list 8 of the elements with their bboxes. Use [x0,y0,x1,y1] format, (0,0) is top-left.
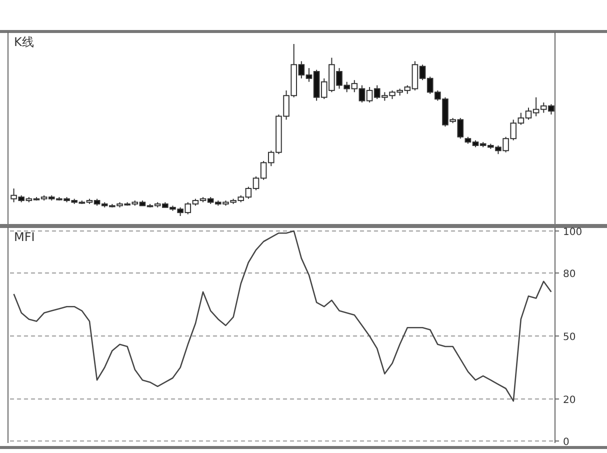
line-series [13,230,552,402]
y-tick-label: 50 [563,332,576,343]
y-tick-label: 80 [563,269,576,280]
chart-title: MFI [14,230,35,244]
y-tick-label: 20 [563,395,576,406]
y-tick-label: 0 [563,437,570,448]
chart-title: K线 [14,35,34,49]
y-tick-label: 100 [563,227,582,238]
